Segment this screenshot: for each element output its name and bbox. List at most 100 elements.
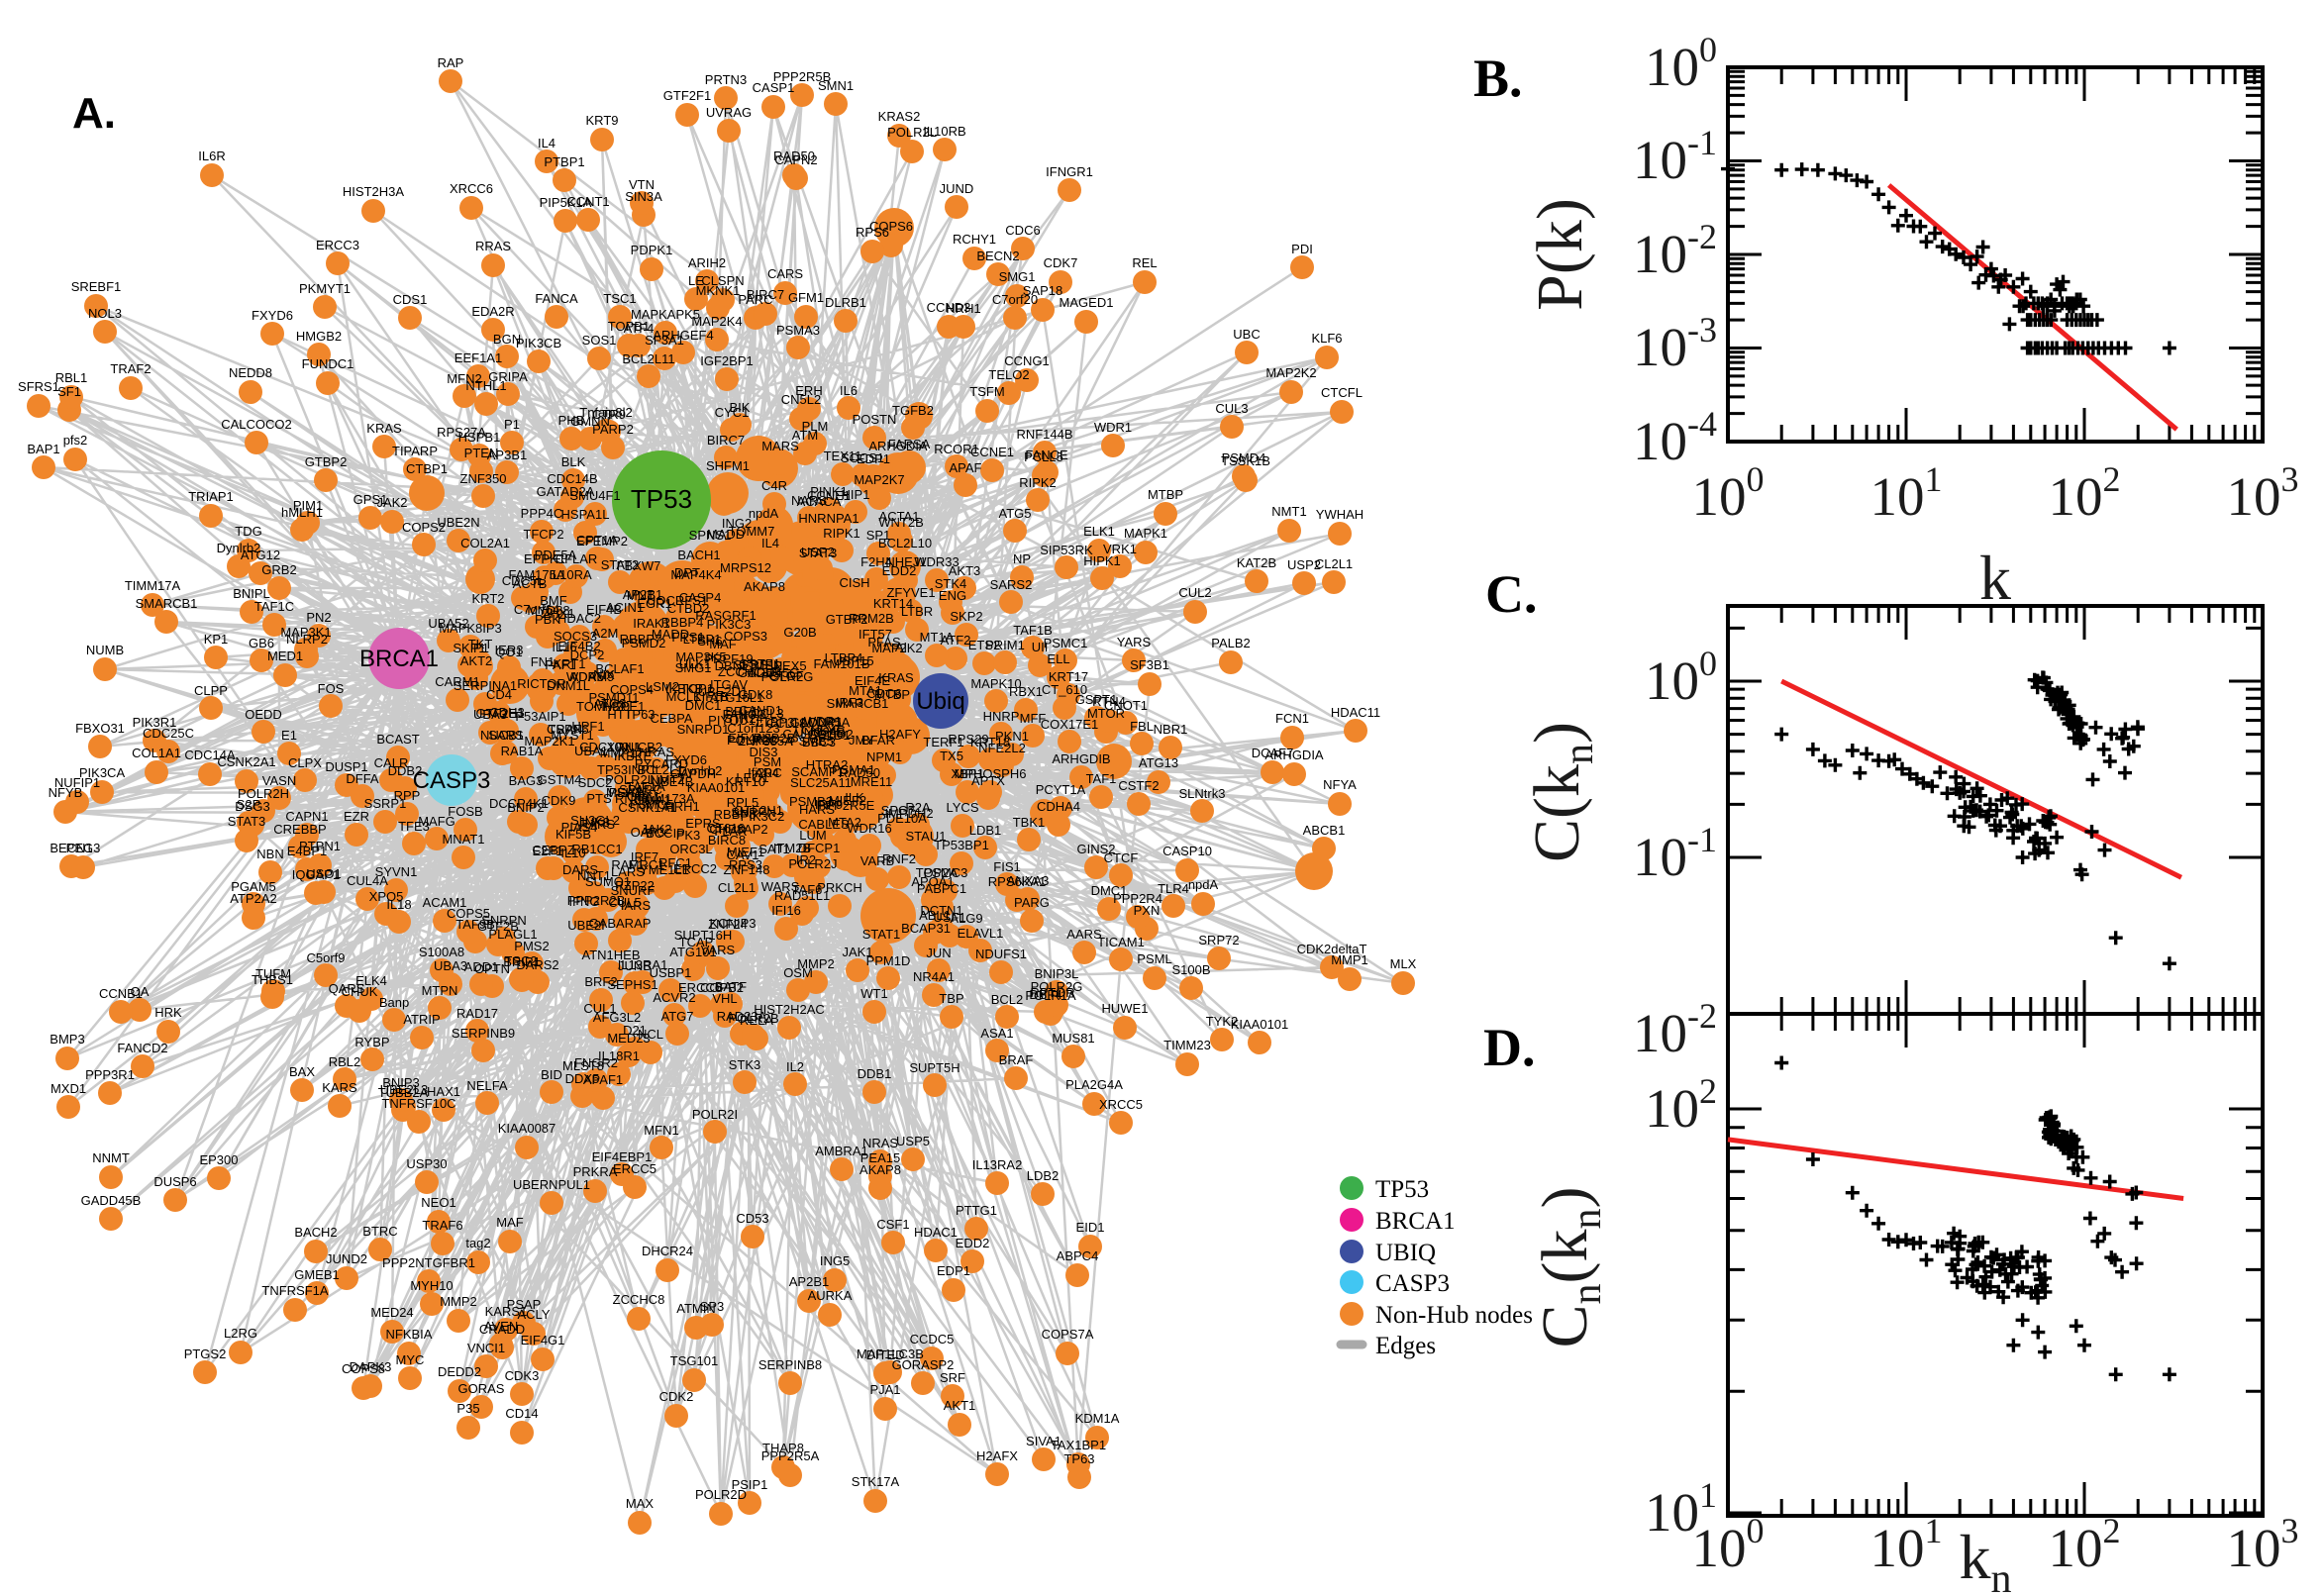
svg-text:XRN1: XRN1 <box>607 740 642 754</box>
svg-text:COPS4: COPS4 <box>610 682 654 697</box>
svg-text:UBC: UBC <box>1233 327 1260 342</box>
svg-text:FARSA: FARSA <box>888 437 931 451</box>
svg-text:G20B: G20B <box>783 625 816 640</box>
svg-text:HIPK1: HIPK1 <box>1083 553 1121 568</box>
svg-text:AKAP8: AKAP8 <box>859 1162 901 1177</box>
svg-text:CTCF: CTCF <box>1104 850 1139 865</box>
svg-text:RPS3: RPS3 <box>729 857 762 872</box>
svg-text:MYC: MYC <box>396 1352 425 1367</box>
svg-text:SUPT5H: SUPT5H <box>909 1060 960 1075</box>
svg-text:PJA1: PJA1 <box>869 1382 900 1397</box>
svg-text:MMP1: MMP1 <box>1331 952 1368 967</box>
svg-text:102: 102 <box>2049 1511 2121 1578</box>
svg-text:BRCA1: BRCA1 <box>359 646 439 672</box>
svg-text:PN2: PN2 <box>306 610 331 625</box>
svg-text:IFI16: IFI16 <box>771 903 801 918</box>
svg-text:ATM: ATM <box>792 428 818 443</box>
svg-text:GTF2B: GTF2B <box>477 919 519 934</box>
svg-text:POLR2I: POLR2I <box>692 1107 738 1122</box>
svg-text:NNMT: NNMT <box>92 1150 130 1165</box>
svg-text:DSG3: DSG3 <box>235 799 269 814</box>
svg-text:100: 100 <box>1692 459 1765 527</box>
svg-text:BAP1: BAP1 <box>27 442 59 456</box>
svg-text:HSPA1L: HSPA1L <box>561 507 610 522</box>
svg-text:CDC25C: CDC25C <box>143 726 194 741</box>
svg-text:NDUFS1: NDUFS1 <box>975 947 1027 961</box>
svg-text:GTBP2: GTBP2 <box>305 454 348 469</box>
svg-text:kn: kn <box>1960 1522 2012 1596</box>
svg-text:NARS: NARS <box>791 493 827 508</box>
svg-text:ZHX1: ZHX1 <box>542 606 574 621</box>
svg-text:BRCA1: BRCA1 <box>1375 1208 1456 1235</box>
svg-text:SF1: SF1 <box>57 384 81 399</box>
svg-text:PIM1: PIM1 <box>293 498 323 513</box>
svg-text:PPP2R5B: PPP2R5B <box>773 69 832 84</box>
svg-text:SAT1: SAT1 <box>758 842 790 856</box>
svg-text:CTBP1: CTBP1 <box>406 461 448 476</box>
svg-text:NEDD8: NEDD8 <box>229 365 272 380</box>
svg-text:ACAM1: ACAM1 <box>423 895 467 910</box>
svg-text:10-1: 10-1 <box>1633 820 1717 887</box>
svg-text:MYST1: MYST1 <box>551 728 593 743</box>
svg-text:CISH: CISH <box>839 575 869 590</box>
svg-text:RPS6: RPS6 <box>856 225 889 240</box>
svg-text:npdA: npdA <box>749 506 779 521</box>
svg-text:ALG9: ALG9 <box>950 911 982 926</box>
svg-text:AI: AI <box>895 640 907 654</box>
svg-text:CCNG1: CCNG1 <box>1004 353 1050 368</box>
svg-text:OEDD: OEDD <box>245 707 282 722</box>
svg-text:MADD: MADD <box>707 527 745 542</box>
svg-text:ELAVL1: ELAVL1 <box>958 926 1004 941</box>
svg-text:GMEB1: GMEB1 <box>294 1267 340 1282</box>
svg-text:BIRC7: BIRC7 <box>747 287 784 302</box>
svg-text:PPP2NTGFBR1: PPP2NTGFBR1 <box>382 1255 475 1270</box>
svg-text:COPS3: COPS3 <box>724 629 767 644</box>
svg-text:PTPN1: PTPN1 <box>299 839 341 853</box>
svg-text:AKAP8: AKAP8 <box>744 579 785 594</box>
svg-text:IL18: IL18 <box>386 897 411 912</box>
svg-text:REL: REL <box>1132 255 1157 270</box>
svg-text:FUNDC1: FUNDC1 <box>302 356 354 371</box>
svg-text:DAPK3: DAPK3 <box>350 1359 392 1374</box>
svg-text:102: 102 <box>2049 459 2121 527</box>
svg-text:C(kn): C(kn) <box>1521 722 1602 862</box>
svg-text:100: 100 <box>1645 30 1717 97</box>
svg-text:101: 101 <box>1870 459 1943 527</box>
svg-text:P53AIP1: P53AIP1 <box>515 709 565 724</box>
svg-text:LDB2: LDB2 <box>1027 1168 1060 1183</box>
svg-text:OSM: OSM <box>783 965 813 980</box>
svg-text:FCN1: FCN1 <box>1275 711 1309 726</box>
svg-text:Ubiq: Ubiq <box>916 688 964 715</box>
svg-text:BACH2: BACH2 <box>294 1225 337 1240</box>
svg-text:TSFM: TSFM <box>969 384 1004 399</box>
svg-text:MED1: MED1 <box>267 648 303 663</box>
svg-text:KDM1A: KDM1A <box>1075 1411 1120 1426</box>
svg-text:TNFRSF10C: TNFRSF10C <box>381 1096 455 1111</box>
svg-text:SLNtrk3: SLNtrk3 <box>1179 786 1226 801</box>
svg-text:SH3GL2: SH3GL2 <box>570 813 620 828</box>
svg-text:PTGS2: PTGS2 <box>184 1347 227 1361</box>
svg-text:NFYA: NFYA <box>1323 777 1357 792</box>
svg-text:HDAC11: HDAC11 <box>1331 705 1380 720</box>
svg-text:TEX11: TEX11 <box>824 449 862 463</box>
svg-text:FBXO31: FBXO31 <box>75 721 125 736</box>
svg-text:PPP4C: PPP4C <box>521 506 563 521</box>
svg-text:Non-Hub nodes: Non-Hub nodes <box>1375 1302 1533 1329</box>
svg-text:PDE10A: PDE10A <box>877 811 927 826</box>
svg-text:APTX: APTX <box>971 773 1005 788</box>
svg-text:TP53: TP53 <box>631 484 692 514</box>
svg-text:NUMB: NUMB <box>86 643 124 657</box>
svg-text:BIK: BIK <box>730 400 751 415</box>
svg-text:FBL: FBL <box>1130 719 1154 734</box>
svg-text:CDS1: CDS1 <box>393 292 428 307</box>
svg-text:BRIP1: BRIP1 <box>503 954 541 969</box>
svg-text:E1: E1 <box>281 728 297 743</box>
svg-text:BBC3: BBC3 <box>802 735 836 749</box>
svg-text:XRCC5: XRCC5 <box>1099 1097 1143 1112</box>
svg-text:CL2L1: CL2L1 <box>718 880 756 895</box>
svg-text:IFNGR1: IFNGR1 <box>1046 164 1093 179</box>
svg-text:HIST2H3A: HIST2H3A <box>343 184 404 199</box>
svg-text:IL6: IL6 <box>840 383 858 398</box>
svg-text:SFRS1: SFRS1 <box>18 379 59 394</box>
svg-text:103: 103 <box>2227 1511 2299 1578</box>
